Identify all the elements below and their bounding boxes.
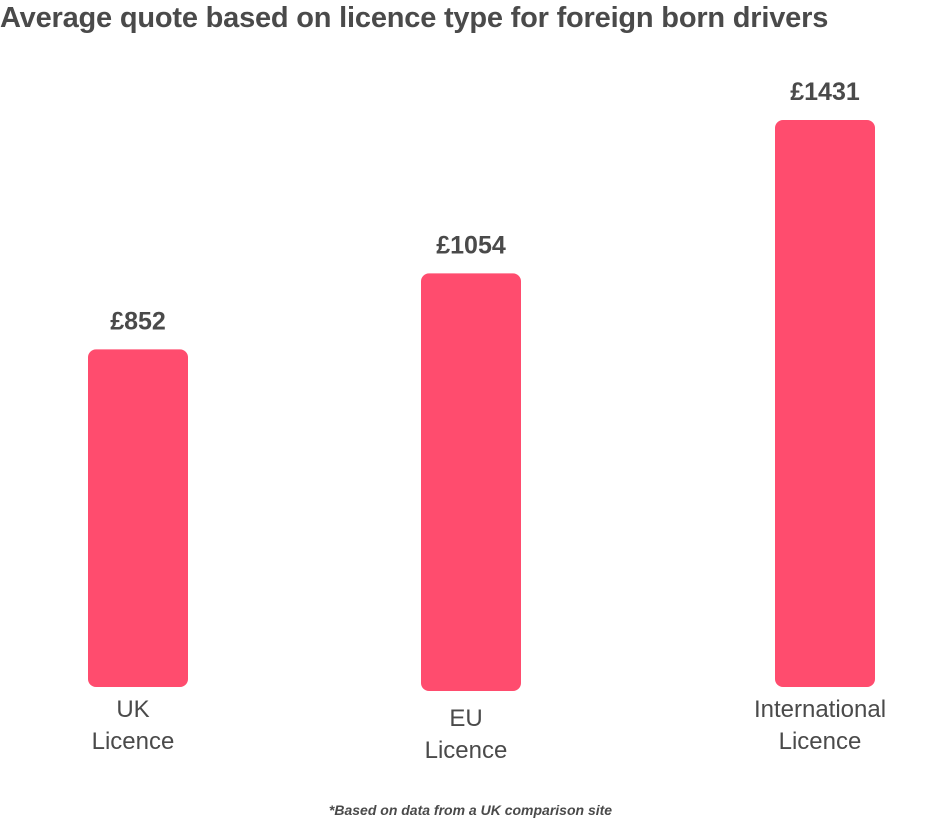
category-label-1-line-1: Licence [425,737,508,764]
category-label-2-line-1: Licence [779,728,862,755]
category-label-0-line-0: UK [116,696,149,723]
value-label-2: £1431 [790,78,860,106]
value-label-0: £852 [110,307,166,335]
bar-1 [421,273,521,691]
bars-layer [88,120,875,691]
bar-0 [88,349,188,687]
footnote: *Based on data from a UK comparison site [328,802,613,818]
value-label-1: £1054 [436,231,506,259]
category-labels-layer: UK Licence EU Licence International Licence [92,696,886,764]
chart-title: Average quote based on licence type for … [0,2,829,34]
value-labels-layer: £852 £1054 £1431 [110,78,860,335]
category-label-1-line-0: EU [449,705,482,732]
category-label-0-line-1: Licence [92,728,175,755]
category-label-2-line-0: International [754,696,886,723]
bar-2 [775,120,875,687]
